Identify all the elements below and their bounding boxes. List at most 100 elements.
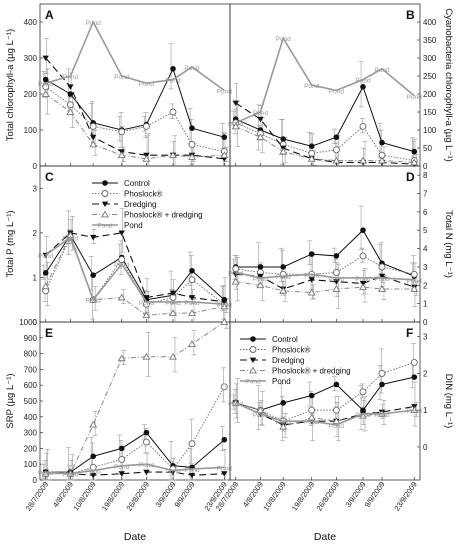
pond-point-label: Pond — [355, 412, 371, 419]
y-tick-label: 0 — [423, 443, 428, 452]
series-control-point — [189, 267, 195, 274]
y-tick-label: 0 — [423, 318, 428, 327]
pond-point-label: Pond — [355, 78, 371, 85]
series-control-point — [257, 264, 264, 270]
pond-point-label: Pond — [114, 74, 130, 81]
y-tick-label: 50 — [423, 144, 432, 153]
series-phoslock-dredging-line — [235, 125, 415, 163]
series-control-point — [118, 445, 125, 452]
series-phoslock-point — [332, 146, 340, 154]
series-phoslock-dredging-point — [220, 302, 229, 310]
series-phoslock-dredging-line — [45, 233, 225, 316]
pond-point-label: Pond — [374, 67, 390, 74]
y-tick-label: 200 — [24, 444, 38, 453]
y-axis-label: SRP (µg L⁻¹) — [5, 373, 16, 428]
x-tick-label-right: 10/8/2009 — [261, 480, 288, 513]
series-dredging-line — [235, 402, 415, 426]
pond-point-label: Pond — [253, 412, 269, 419]
pond-point-label: Pond — [165, 469, 181, 476]
series-control-line — [235, 85, 415, 153]
y-axis-label: Total N (mg L⁻¹) — [443, 210, 454, 278]
y-tick-label: 2 — [33, 229, 38, 238]
y-tick-label: 2 — [423, 369, 428, 378]
series-dredging-point — [90, 234, 97, 241]
panel-A: 0 100 200 300 400 Total chlorophyll-a (µg L⁻¹… — [5, 3, 232, 171]
pond-point-label: Pond — [407, 94, 423, 101]
series-phoslock-dredging-point — [41, 282, 50, 290]
series-phoslock-line — [235, 255, 415, 275]
series-phoslock-point — [332, 406, 340, 414]
series-phoslock-dredging-point — [117, 293, 126, 301]
series-control-point — [42, 76, 49, 83]
series-control-point — [280, 136, 287, 142]
series-control-point — [411, 374, 418, 380]
pond-point-label: Pond — [114, 262, 130, 269]
series-pond-line — [235, 36, 415, 124]
series-phoslock-line — [235, 122, 415, 162]
series-phoslock-point — [118, 456, 126, 463]
series-dredging-point — [308, 277, 315, 283]
series-phoslock-dredging-point — [279, 147, 288, 155]
series-phoslock-dredging-point — [169, 309, 177, 316]
y-axis-label: DIN (mg L⁻¹) — [443, 374, 454, 429]
pond-point-label: Pond — [184, 300, 200, 307]
pond-point-label: Pond — [304, 272, 320, 279]
pond-point-label: Pond — [304, 83, 320, 90]
series-control-point — [280, 264, 287, 270]
series-phoslock-dredging-point — [169, 352, 177, 360]
legend-marker — [101, 190, 109, 197]
x-tick-label-right: 4/8/2009 — [241, 480, 265, 509]
y-tick-label: 500 — [24, 397, 38, 406]
series-phoslock-dredging-point — [169, 151, 177, 159]
series-control-line — [45, 67, 225, 138]
series-control-line — [235, 229, 415, 277]
pond-point-label: Pond — [86, 20, 102, 27]
pond-point-label: Pond — [139, 81, 155, 88]
y-tick-label: 800 — [24, 350, 38, 359]
y-tick-label: 100 — [24, 460, 38, 469]
y-tick-label: 400 — [24, 18, 38, 27]
series-phoslock-dredging-point — [89, 420, 98, 428]
x-tick-label-right: 19/8/2009 — [290, 480, 317, 513]
y-axis-label: Total chlorophyll-a (µg L⁻¹) — [5, 29, 16, 141]
y-tick-label: 100 — [423, 126, 437, 135]
series-pond-line — [235, 271, 415, 281]
series-dredging-point — [90, 134, 97, 141]
series-dredging-point — [232, 100, 239, 106]
series-phoslock-point — [89, 122, 97, 130]
legend-label: Phoslock® + dredging — [272, 367, 351, 376]
legend-marker — [250, 336, 256, 342]
series-dredging-point — [42, 55, 49, 61]
y-tick-label: 1 — [423, 406, 428, 415]
pond-point-label: Pond — [217, 465, 233, 472]
x-tick-label-left: 10/8/2009 — [71, 480, 98, 513]
pond-point-label: Pond — [253, 110, 269, 117]
y-axis-label: Cyanobacteria chlorophyll-a (µg L⁻¹) — [443, 8, 454, 162]
legend-marker — [102, 180, 108, 186]
series-phoslock-dredging-point — [410, 158, 419, 166]
legend-label: Pond — [272, 377, 291, 386]
series-phoslock-dredging-point — [256, 406, 265, 414]
y-tick-label: 200 — [423, 90, 437, 99]
y-tick-label: 1000 — [19, 318, 37, 327]
series-control-point — [379, 381, 385, 388]
series-control-point — [280, 400, 287, 406]
series-phoslock-dredging-point — [378, 285, 386, 292]
y-tick-label: 0 — [33, 476, 38, 485]
panel-letter: E — [45, 326, 53, 340]
pond-point-label: Pond — [355, 276, 371, 283]
series-phoslock-point — [410, 270, 418, 278]
y-tick-label: 700 — [24, 365, 38, 374]
series-dredging-point — [221, 471, 228, 477]
y-tick-label: 350 — [423, 36, 437, 45]
series-control-point — [379, 139, 385, 146]
panel-letter: C — [45, 170, 54, 184]
series-phoslock-point — [220, 383, 228, 391]
series-control-point — [333, 253, 340, 259]
pond-point-label: Pond — [228, 121, 244, 128]
series-control-point — [360, 84, 366, 90]
legend-panel-c: Control Phoslock®Dredging Phoslock® + dred… — [92, 179, 203, 230]
y-tick-label: 400 — [423, 18, 437, 27]
y-tick-label: 5 — [423, 226, 428, 235]
